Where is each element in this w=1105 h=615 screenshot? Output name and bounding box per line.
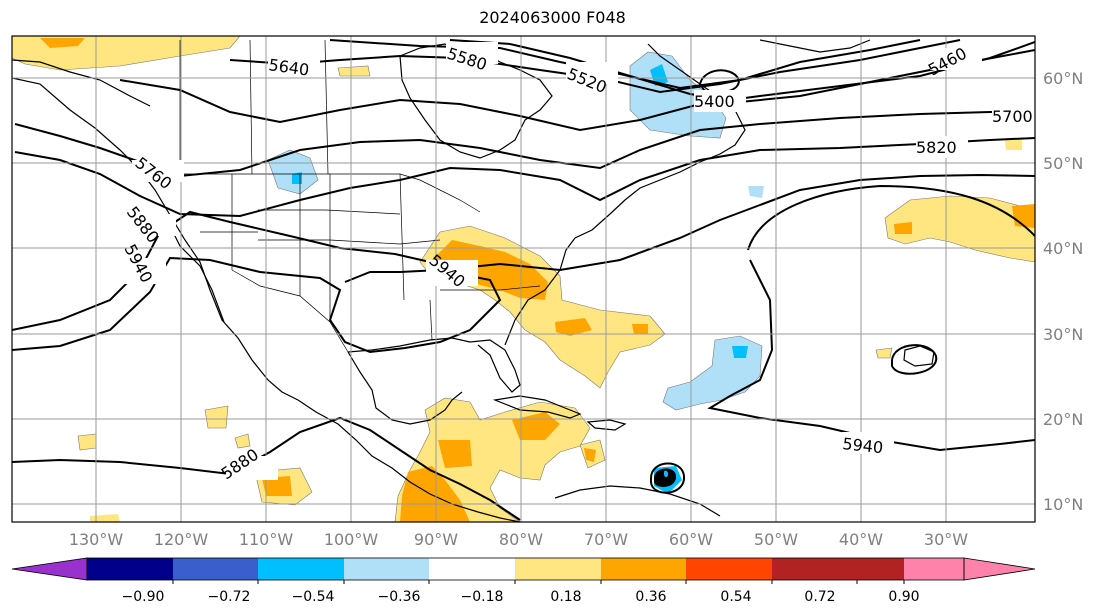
- colorbar-tick-label: 0.54: [720, 589, 751, 605]
- contour-label-5700: 5700: [992, 107, 1033, 126]
- lat-label: 50°N: [1043, 154, 1083, 173]
- lon-label: 70°W: [584, 530, 628, 549]
- colorbar-segment: [173, 558, 258, 580]
- colorbar-segment: [258, 558, 344, 580]
- colorbar-tick-label: −0.72: [208, 589, 251, 605]
- contour-label-5400: 5400: [694, 92, 735, 111]
- longitude-labels: 130°W 120°W 110°W 100°W 90°W 80°W 70°W 6…: [69, 530, 968, 549]
- colorbar-tick-label: 0.90: [888, 589, 919, 605]
- lon-label: 90°W: [414, 530, 458, 549]
- colorbar-segment: [429, 558, 515, 580]
- lon-label: 100°W: [324, 530, 379, 549]
- contour-label-5940: 5940: [842, 434, 884, 457]
- colorbar-tick-label: −0.54: [292, 589, 335, 605]
- lon-label: 60°W: [669, 530, 713, 549]
- lon-label: 120°W: [154, 530, 209, 549]
- colorbar-under-arrow: [11, 557, 88, 581]
- colorbar-tick-label: 0.72: [804, 589, 835, 605]
- colorbar-over-arrow: [963, 557, 1036, 581]
- lat-label: 40°N: [1043, 239, 1083, 258]
- graticule: [12, 36, 1035, 522]
- colorbar-tick-label: 0.36: [635, 589, 666, 605]
- map-title: 2024063000 F048: [479, 8, 626, 27]
- latitude-labels: 60°N 50°N 40°N 30°N 20°N 10°N: [1043, 69, 1083, 514]
- colorbar-segment: [686, 558, 772, 580]
- colorbar-segment: [87, 558, 173, 580]
- map-border: [11, 35, 1036, 523]
- colorbar-tick-label: −0.90: [122, 589, 165, 605]
- lon-label: 40°W: [839, 530, 883, 549]
- colorbar-segment: [772, 558, 857, 580]
- colorbar-segment: [601, 558, 686, 580]
- lon-label: 30°W: [924, 530, 968, 549]
- colorbar-segment: [344, 558, 429, 580]
- colorbar-segment: [857, 558, 904, 580]
- borders: [170, 39, 541, 353]
- colorbar: −0.90 −0.72 −0.54 −0.36 −0.18 0.18 0.36 …: [11, 557, 1036, 605]
- coastlines: [12, 39, 935, 522]
- colorbar-ticks: [172, 580, 905, 584]
- colorbar-tick-label: −0.36: [378, 589, 421, 605]
- lat-label: 30°N: [1043, 325, 1083, 344]
- colorbar-segment: [904, 558, 964, 580]
- colorbar-segment: [515, 558, 601, 580]
- contour-label-5820: 5820: [916, 138, 957, 157]
- lat-label: 20°N: [1043, 410, 1083, 429]
- lon-label: 130°W: [69, 530, 124, 549]
- colorbar-tick-label: −0.18: [461, 589, 504, 605]
- lat-label: 10°N: [1043, 495, 1083, 514]
- colorbar-tick-label: 0.18: [550, 589, 581, 605]
- lon-label: 110°W: [239, 530, 294, 549]
- lon-label: 50°W: [754, 530, 798, 549]
- lon-label: 80°W: [499, 530, 543, 549]
- map-area: 5640 5580 5520 5460 5400 5700 5820 5760 …: [12, 36, 1035, 522]
- lat-label: 60°N: [1043, 69, 1083, 88]
